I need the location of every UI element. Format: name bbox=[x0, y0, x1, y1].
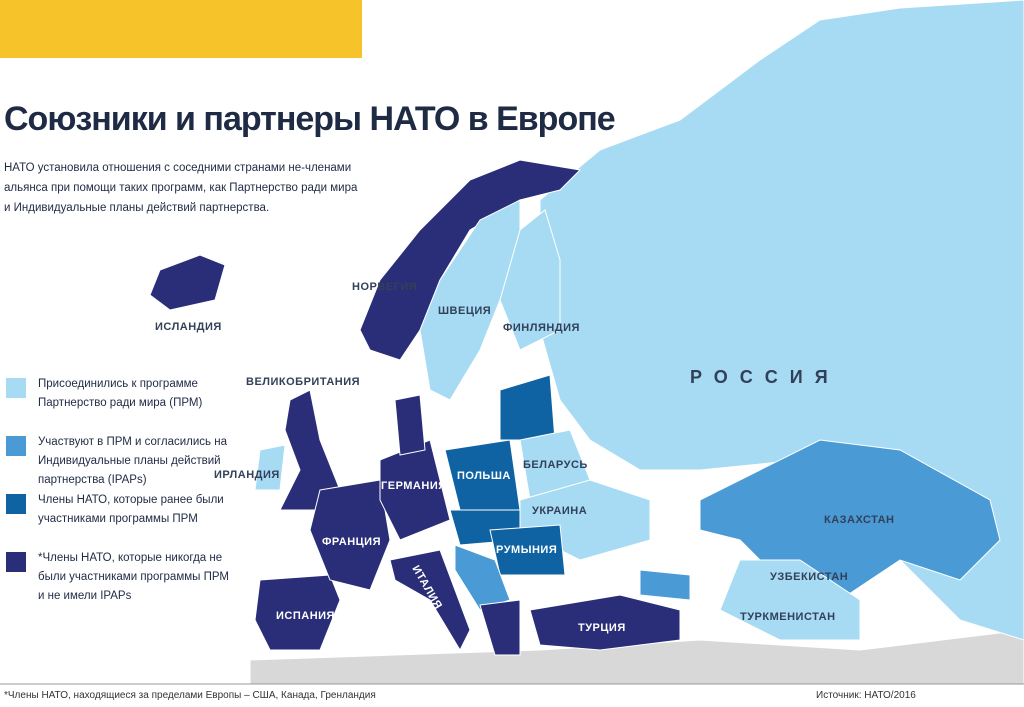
region bbox=[479, 599, 521, 656]
country-label: ИСЛАНДИЯ bbox=[155, 321, 222, 333]
country-label: УЗБЕКИСТАН bbox=[770, 571, 848, 583]
country-label: ИРЛАНДИЯ bbox=[214, 469, 280, 481]
accent-bar bbox=[0, 0, 362, 58]
legend: Присоединились к программе Партнерство р… bbox=[6, 375, 231, 607]
country-label: ШВЕЦИЯ bbox=[438, 305, 491, 317]
source: Источник: НАТО/2016 bbox=[816, 690, 916, 701]
country-label: ПОЛЬША bbox=[457, 470, 511, 482]
country-label: ТУРКМЕНИСТАН bbox=[740, 611, 836, 623]
region bbox=[254, 444, 286, 491]
region bbox=[639, 569, 691, 601]
region bbox=[529, 594, 681, 651]
grey-land bbox=[249, 629, 1024, 686]
country-label: РУМЫНИЯ bbox=[496, 544, 557, 556]
region bbox=[499, 209, 561, 351]
title: Союзники и партнеры НАТО в Европе bbox=[4, 100, 616, 138]
legend-swatch bbox=[6, 552, 26, 572]
legend-label: Члены НАТО, которые ранее были участника… bbox=[38, 494, 224, 525]
legend-swatch bbox=[6, 378, 26, 398]
region bbox=[389, 549, 471, 652]
subtitle: НАТО установила отношения с соседними ст… bbox=[4, 162, 358, 214]
country-label: БЕЛАРУСЬ bbox=[523, 459, 588, 471]
legend-label: *Члены НАТО, которые никогда не были уча… bbox=[38, 552, 229, 602]
country-label: РОССИЯ bbox=[690, 367, 840, 387]
country-label: ТУРЦИЯ bbox=[578, 622, 626, 634]
legend-label: Присоединились к программе Партнерство р… bbox=[38, 378, 203, 409]
country-label: ФРАНЦИЯ bbox=[322, 536, 381, 548]
legend-item: Присоединились к программе Партнерство р… bbox=[6, 375, 231, 433]
land bbox=[149, 0, 1024, 686]
legend-swatch bbox=[6, 494, 26, 514]
region bbox=[149, 254, 226, 311]
country-label: ГЕРМАНИЯ bbox=[381, 480, 447, 492]
legend-swatch bbox=[6, 436, 26, 456]
legend-label: Участвуют в ПРМ и согласились на Индивид… bbox=[38, 436, 227, 486]
legend-item: *Члены НАТО, которые никогда не были уча… bbox=[6, 549, 231, 607]
region bbox=[394, 394, 426, 456]
country-label: УКРАИНА bbox=[532, 505, 587, 517]
country-label: ИСПАНИЯ bbox=[276, 610, 335, 622]
footnote: *Члены НАТО, находящиеся за пределами Ев… bbox=[4, 690, 376, 701]
country-label: НОРВЕГИЯ bbox=[352, 281, 417, 293]
region bbox=[489, 524, 566, 576]
region bbox=[309, 479, 391, 591]
legend-item: Члены НАТО, которые ранее были участника… bbox=[6, 491, 231, 549]
region bbox=[499, 374, 556, 441]
legend-item: Участвуют в ПРМ и согласились на Индивид… bbox=[6, 433, 231, 491]
country-label: ВЕЛИКОБРИТАНИЯ bbox=[246, 376, 360, 388]
country-label: КАЗАХСТАН bbox=[824, 514, 895, 526]
region bbox=[719, 559, 861, 641]
country-label: ФИНЛЯНДИЯ bbox=[503, 322, 580, 334]
region bbox=[359, 159, 582, 361]
